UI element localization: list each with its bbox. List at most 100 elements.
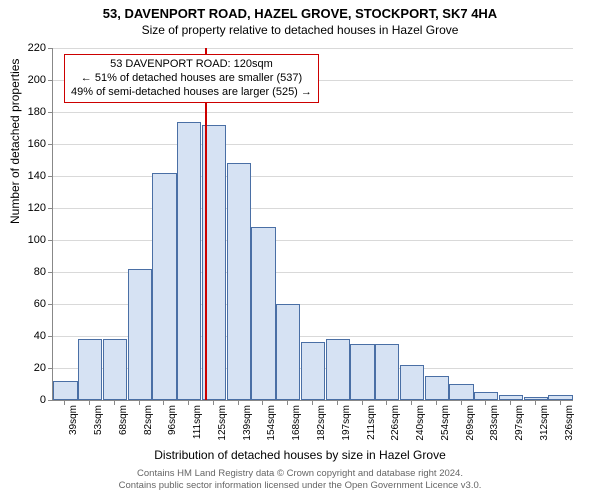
- xtick-mark: [560, 400, 561, 405]
- xtick-mark: [362, 400, 363, 405]
- bar: [78, 339, 102, 400]
- footer-line2: Contains public sector information licen…: [0, 480, 600, 492]
- xtick-mark: [510, 400, 511, 405]
- xtick-label: 168sqm: [291, 405, 302, 441]
- footer: Contains HM Land Registry data © Crown c…: [0, 468, 600, 492]
- ytick-mark: [48, 336, 53, 337]
- xtick-label: 39sqm: [68, 405, 79, 435]
- xtick-label: 197sqm: [341, 405, 352, 441]
- xtick-mark: [238, 400, 239, 405]
- ytick-label: 180: [28, 106, 46, 118]
- xtick-label: 125sqm: [217, 405, 228, 441]
- xtick-label: 53sqm: [93, 405, 104, 435]
- xtick-label: 254sqm: [440, 405, 451, 441]
- xtick-label: 154sqm: [266, 405, 277, 441]
- ytick-label: 120: [28, 202, 46, 214]
- bar: [152, 173, 176, 400]
- bar: [301, 342, 325, 400]
- xtick-mark: [386, 400, 387, 405]
- page-subtitle: Size of property relative to detached ho…: [0, 21, 600, 37]
- ytick-mark: [48, 240, 53, 241]
- xtick-label: 68sqm: [118, 405, 129, 435]
- xtick-mark: [312, 400, 313, 405]
- bar: [474, 392, 498, 400]
- xtick-label: 111sqm: [192, 405, 203, 439]
- xtick-mark: [163, 400, 164, 405]
- bar: [251, 227, 275, 400]
- ytick-label: 200: [28, 74, 46, 86]
- annotation-line2: ← 51% of detached houses are smaller (53…: [71, 72, 312, 86]
- page-title: 53, DAVENPORT ROAD, HAZEL GROVE, STOCKPO…: [0, 0, 600, 21]
- ytick-label: 80: [34, 266, 46, 278]
- ytick-mark: [48, 208, 53, 209]
- ytick-mark: [48, 272, 53, 273]
- annotation-line1: 53 DAVENPORT ROAD: 120sqm: [71, 58, 312, 72]
- xtick-mark: [535, 400, 536, 405]
- annotation-box: 53 DAVENPORT ROAD: 120sqm ← 51% of detac…: [64, 54, 319, 103]
- xtick-mark: [262, 400, 263, 405]
- ytick-label: 20: [34, 362, 46, 374]
- xtick-label: 182sqm: [316, 405, 327, 441]
- xtick-label: 269sqm: [465, 405, 476, 441]
- bar: [449, 384, 473, 400]
- bar: [375, 344, 399, 400]
- xtick-label: 240sqm: [415, 405, 426, 441]
- bar: [548, 395, 572, 400]
- bar: [103, 339, 127, 400]
- x-axis-label: Distribution of detached houses by size …: [0, 448, 600, 462]
- bar: [425, 376, 449, 400]
- ytick-label: 140: [28, 170, 46, 182]
- ytick-mark: [48, 80, 53, 81]
- gridline: [53, 48, 573, 49]
- gridline: [53, 240, 573, 241]
- ytick-mark: [48, 368, 53, 369]
- ytick-mark: [48, 304, 53, 305]
- chart-container: 53, DAVENPORT ROAD, HAZEL GROVE, STOCKPO…: [0, 0, 600, 500]
- xtick-label: 297sqm: [514, 405, 525, 441]
- ytick-mark: [48, 176, 53, 177]
- ytick-label: 100: [28, 234, 46, 246]
- y-axis-label: Number of detached properties: [8, 59, 22, 224]
- gridline: [53, 176, 573, 177]
- xtick-label: 139sqm: [242, 405, 253, 441]
- chart-area: 53 DAVENPORT ROAD: 120sqm ← 51% of detac…: [52, 48, 572, 400]
- xtick-mark: [64, 400, 65, 405]
- xtick-mark: [461, 400, 462, 405]
- xtick-mark: [188, 400, 189, 405]
- ytick-mark: [48, 112, 53, 113]
- xtick-mark: [213, 400, 214, 405]
- ytick-label: 160: [28, 138, 46, 150]
- ytick-mark: [48, 144, 53, 145]
- xtick-mark: [436, 400, 437, 405]
- ytick-label: 220: [28, 42, 46, 54]
- bar: [128, 269, 152, 400]
- xtick-mark: [287, 400, 288, 405]
- xtick-mark: [89, 400, 90, 405]
- xtick-mark: [337, 400, 338, 405]
- ytick-label: 40: [34, 330, 46, 342]
- ytick-label: 0: [40, 394, 46, 406]
- bar: [524, 397, 548, 400]
- bar: [177, 122, 201, 400]
- footer-line1: Contains HM Land Registry data © Crown c…: [0, 468, 600, 480]
- xtick-label: 312sqm: [539, 405, 550, 441]
- xtick-label: 211sqm: [366, 405, 377, 440]
- gridline: [53, 208, 573, 209]
- ytick-mark: [48, 400, 53, 401]
- xtick-mark: [485, 400, 486, 405]
- bar: [400, 365, 424, 400]
- bar: [350, 344, 374, 400]
- xtick-label: 96sqm: [167, 405, 178, 435]
- ytick-label: 60: [34, 298, 46, 310]
- xtick-mark: [411, 400, 412, 405]
- xtick-label: 283sqm: [489, 405, 500, 441]
- gridline: [53, 112, 573, 113]
- bar: [227, 163, 251, 400]
- xtick-label: 226sqm: [390, 405, 401, 441]
- xtick-mark: [114, 400, 115, 405]
- bar: [276, 304, 300, 400]
- xtick-label: 82sqm: [143, 405, 154, 435]
- gridline: [53, 144, 573, 145]
- ytick-mark: [48, 48, 53, 49]
- bar: [326, 339, 350, 400]
